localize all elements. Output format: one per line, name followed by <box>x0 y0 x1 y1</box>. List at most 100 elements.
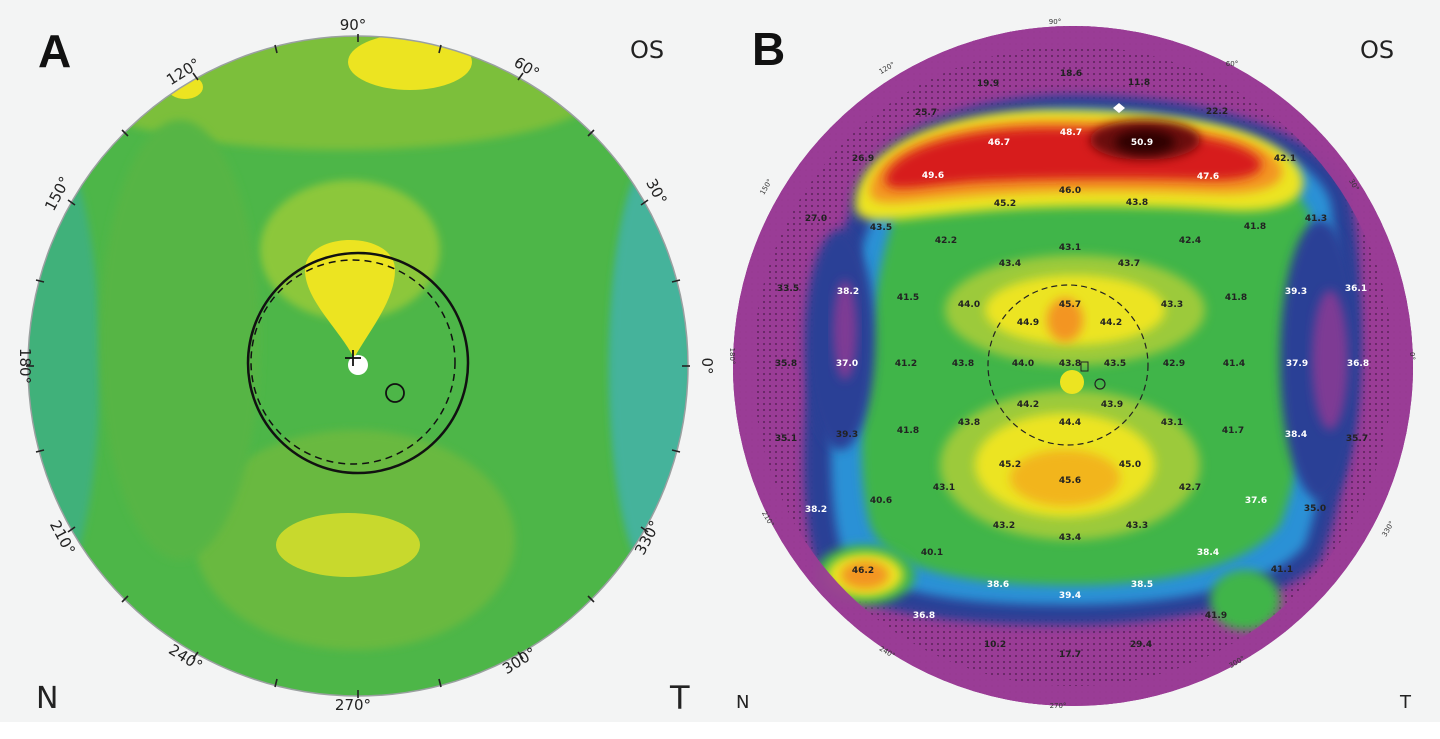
panel-b-nasal-label: N <box>736 692 750 713</box>
value-label: 46.0 <box>1059 186 1081 196</box>
value-label: 38.5 <box>1131 580 1153 590</box>
value-label: 43.3 <box>1126 521 1148 531</box>
panel-a-color-map <box>28 36 688 696</box>
value-label: 41.8 <box>1225 293 1247 303</box>
value-label: 41.8 <box>897 426 919 436</box>
panel-a-map: 90° 60° 30° 0° 330° 300° 270° 240° 210° … <box>16 16 716 714</box>
value-label: 43.7 <box>1118 259 1140 269</box>
value-label: 41.8 <box>1244 222 1266 232</box>
value-label: 41.2 <box>895 359 917 369</box>
panel-a-reference-circle <box>246 251 470 475</box>
value-label: 43.1 <box>933 483 955 493</box>
value-label: 10.2 <box>984 640 1006 650</box>
value-label: 49.6 <box>922 171 944 181</box>
value-label: 48.7 <box>1060 128 1082 138</box>
value-label: 35.1 <box>775 434 797 444</box>
value-label: 35.0 <box>1304 504 1326 514</box>
panel-b-label: B <box>752 23 786 75</box>
value-label: 38.4 <box>1285 430 1307 440</box>
value-label: 45.2 <box>999 460 1021 470</box>
panel-a-crosshair <box>345 350 361 366</box>
value-label: 44.4 <box>1059 418 1081 428</box>
value-label: 43.4 <box>1059 533 1081 543</box>
value-label: 44.2 <box>1017 400 1039 410</box>
panel-b-pupil-center-marker <box>1094 378 1106 390</box>
panel-b-angle-0: 0° <box>1408 352 1416 360</box>
value-label: 42.1 <box>1274 154 1296 164</box>
value-label: 43.1 <box>1161 418 1183 428</box>
value-label: 43.4 <box>999 259 1021 269</box>
value-label: 38.4 <box>1197 548 1219 558</box>
panel-a-angle-270: 270° <box>335 696 371 714</box>
value-label: 25.7 <box>915 108 937 118</box>
panel-a-tick-marks <box>26 34 690 698</box>
value-label: 43.8 <box>952 359 974 369</box>
value-label: 41.3 <box>1305 214 1327 224</box>
panel-b-angle-90: 90° <box>1049 18 1061 26</box>
value-label: 44.0 <box>1012 359 1034 369</box>
value-label: 46.2 <box>852 566 874 576</box>
value-label: 40.6 <box>870 496 892 506</box>
panel-a-eye-label: OS <box>630 36 665 64</box>
panel-b-eye-label: OS <box>1360 36 1395 64</box>
panel-a-temporal-label: T <box>670 679 690 717</box>
panel-a-label: A <box>38 25 72 77</box>
panel-a-angle-30: 30° <box>642 176 670 208</box>
value-label: 43.5 <box>1104 359 1126 369</box>
value-label: 38.2 <box>837 287 859 297</box>
panel-a-angle-90: 90° <box>340 16 367 34</box>
value-label: 43.5 <box>870 223 892 233</box>
value-label: 41.1 <box>1271 565 1293 575</box>
value-label: 43.2 <box>993 521 1015 531</box>
value-label: 38.2 <box>805 505 827 515</box>
value-label: 39.3 <box>1285 287 1307 297</box>
value-label: 36.8 <box>1347 359 1369 369</box>
value-label: 17.7 <box>1059 650 1081 660</box>
value-label: 11.8 <box>1128 78 1150 88</box>
value-label: 37.0 <box>836 359 858 369</box>
panel-a-angle-0: 0° <box>698 357 716 374</box>
value-label: 36.1 <box>1345 284 1367 294</box>
value-label: 42.2 <box>935 236 957 246</box>
panel-b-pupil-circle <box>987 284 1149 446</box>
value-label: 45.0 <box>1119 460 1141 470</box>
panel-a-angle-180: 180° <box>16 348 34 384</box>
value-label: 41.9 <box>1205 611 1227 621</box>
value-label: 43.3 <box>1161 300 1183 310</box>
value-label: 29.4 <box>1130 640 1152 650</box>
value-label: 37.6 <box>1245 496 1267 506</box>
value-label: 37.9 <box>1286 359 1308 369</box>
panel-a-pupil-circle <box>250 259 456 465</box>
value-label: 44.9 <box>1017 318 1039 328</box>
panel-b-angle-120: 120° <box>878 61 897 76</box>
panel-b-map: 90° 60° 30° 0° 330° 300° 270° 240° 210° … <box>728 18 1416 710</box>
panel-b-color-map <box>733 26 1413 706</box>
panel-b-temporal-label: T <box>1400 692 1411 713</box>
panel-b-angle-180: 180° <box>728 348 736 365</box>
value-label: 43.1 <box>1059 243 1081 253</box>
value-label: 42.4 <box>1179 236 1201 246</box>
panel-b-value-labels: 18.6 11.8 19.9 22.2 25.7 48.7 50.9 46.7 … <box>775 69 1369 660</box>
value-label: 42.9 <box>1163 359 1185 369</box>
panel-b-angle-60: 60° <box>1226 60 1238 68</box>
value-label: 43.8 <box>1059 359 1081 369</box>
value-label: 35.7 <box>1346 434 1368 444</box>
value-label: 33.5 <box>777 284 799 294</box>
panel-b-angle-330: 330° <box>1381 520 1396 539</box>
value-label: 45.2 <box>994 199 1016 209</box>
panel-a-pupil-center-marker <box>385 383 405 403</box>
value-label: 19.9 <box>977 79 999 89</box>
panel-b-vertex-marker <box>1080 361 1089 372</box>
value-label: 39.3 <box>836 430 858 440</box>
bottom-strip <box>0 722 1440 739</box>
value-label: 44.2 <box>1100 318 1122 328</box>
value-label: 26.9 <box>852 154 874 164</box>
panel-a-nasal-label: N <box>36 681 59 716</box>
value-label: 40.1 <box>921 548 943 558</box>
panel-b-thinnest-point-marker <box>1113 103 1125 113</box>
panel-b-angle-150: 150° <box>759 178 774 197</box>
value-label: 50.9 <box>1131 138 1153 148</box>
value-label: 47.6 <box>1197 172 1219 182</box>
panel-b-thickness-map: B OS N T <box>720 0 1440 722</box>
value-label: 22.2 <box>1206 107 1228 117</box>
